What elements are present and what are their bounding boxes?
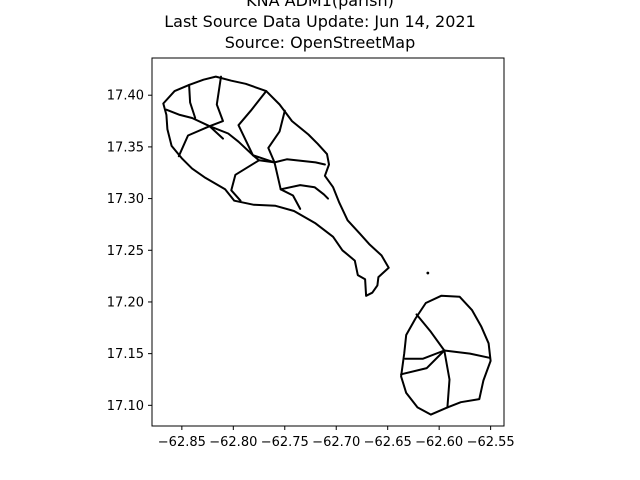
parish-boundary-line	[177, 125, 211, 158]
parish-boundary-line	[404, 349, 446, 360]
map-title-line-2: Last Source Data Update: Jun 14, 2021	[164, 12, 476, 31]
plot-frame	[151, 57, 505, 427]
islet-marker	[426, 271, 430, 275]
y-tick-label: 17.30	[107, 192, 144, 207]
parish-boundary-line	[230, 159, 260, 202]
x-tick-label: −62.65	[364, 435, 412, 450]
x-tick-label: −62.85	[158, 435, 206, 450]
x-tick-label: −62.60	[415, 435, 463, 450]
nevis-coastline	[400, 294, 492, 416]
parish-boundary-line	[443, 349, 491, 359]
parish-boundary-line	[400, 349, 446, 376]
parish-boundary-line	[208, 125, 224, 140]
x-tick-label: −62.75	[261, 435, 309, 450]
parish-boundary-line	[188, 83, 197, 119]
parish-boundary-line	[415, 313, 446, 352]
saint-kitts-coastline	[162, 75, 390, 297]
saint-kitts-island	[162, 75, 390, 297]
y-tick-label: 17.35	[107, 140, 144, 155]
y-tick-label: 17.25	[107, 244, 144, 259]
map-title-line-1: KNA ADM1(parish)	[246, 0, 394, 10]
x-tick-label: −62.80	[209, 435, 257, 450]
parish-boundary-line	[237, 90, 268, 157]
parish-boundary-line	[279, 184, 329, 200]
parish-boundaries	[162, 75, 492, 416]
parish-boundary-line	[273, 158, 326, 166]
parish-boundary-line	[267, 109, 286, 164]
y-tick-label: 17.40	[107, 89, 144, 104]
parish-boundary-line	[208, 75, 224, 128]
parish-boundary-line	[208, 125, 276, 164]
map-title-line-3: Source: OpenStreetMap	[224, 33, 416, 52]
x-tick-label: −62.55	[467, 435, 515, 450]
parish-boundary-line	[165, 108, 211, 128]
x-axis: −62.85 −62.80 −62.75 −62.70 −62.65 −62.60 −62.…	[158, 426, 515, 450]
y-axis: 17.10 17.15 17.20 17.25 17.30 17.35 17.40	[107, 89, 152, 414]
y-tick-label: 17.10	[107, 399, 144, 414]
y-tick-label: 17.20	[107, 295, 144, 310]
y-tick-label: 17.15	[107, 347, 144, 362]
x-tick-label: −62.70	[312, 435, 360, 450]
parish-boundary-line	[443, 349, 451, 409]
nevis-island	[400, 294, 492, 416]
